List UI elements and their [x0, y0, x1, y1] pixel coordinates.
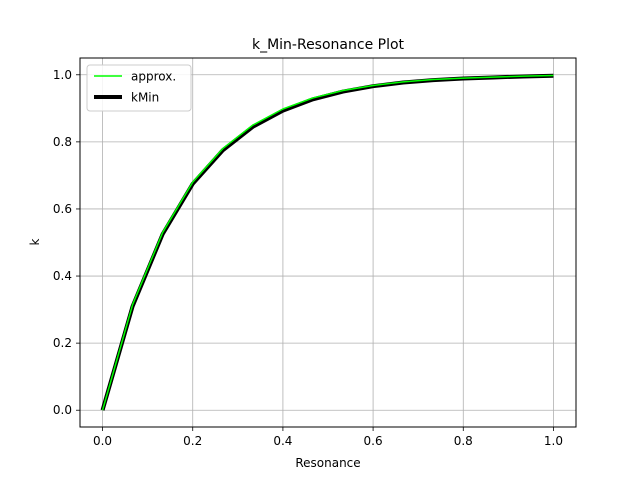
x-tick-label: 0.2 — [183, 434, 202, 448]
y-tick-label: 0.8 — [53, 135, 72, 149]
series-layer — [100, 73, 554, 411]
x-tick-label: 1.0 — [544, 434, 563, 448]
legend-label-approx: approx. — [131, 70, 176, 84]
y-axis-ticks: 0.0 0.2 0.4 0.6 0.8 1.0 — [53, 68, 80, 417]
x-axis-label: Resonance — [295, 456, 360, 470]
grid-lines — [80, 58, 576, 427]
x-tick-label: 0.0 — [93, 434, 112, 448]
chart-title: k_Min-Resonance Plot — [252, 37, 405, 53]
y-tick-label: 0.6 — [53, 202, 72, 216]
y-tick-label: 0.2 — [53, 336, 72, 350]
x-tick-label: 0.4 — [273, 434, 292, 448]
series-line-approx — [101, 74, 554, 411]
x-tick-label: 0.6 — [364, 434, 383, 448]
y-tick-label: 0.0 — [53, 403, 72, 417]
y-axis-label: k — [28, 238, 42, 245]
x-axis-ticks: 0.0 0.2 0.4 0.6 0.8 1.0 — [93, 427, 563, 448]
y-tick-label: 1.0 — [53, 68, 72, 82]
legend-label-kmin: kMin — [131, 91, 159, 105]
axes-frame — [79, 57, 577, 428]
x-tick-label: 0.8 — [454, 434, 473, 448]
y-tick-label: 0.4 — [53, 269, 72, 283]
legend: approx. kMin — [86, 64, 192, 112]
